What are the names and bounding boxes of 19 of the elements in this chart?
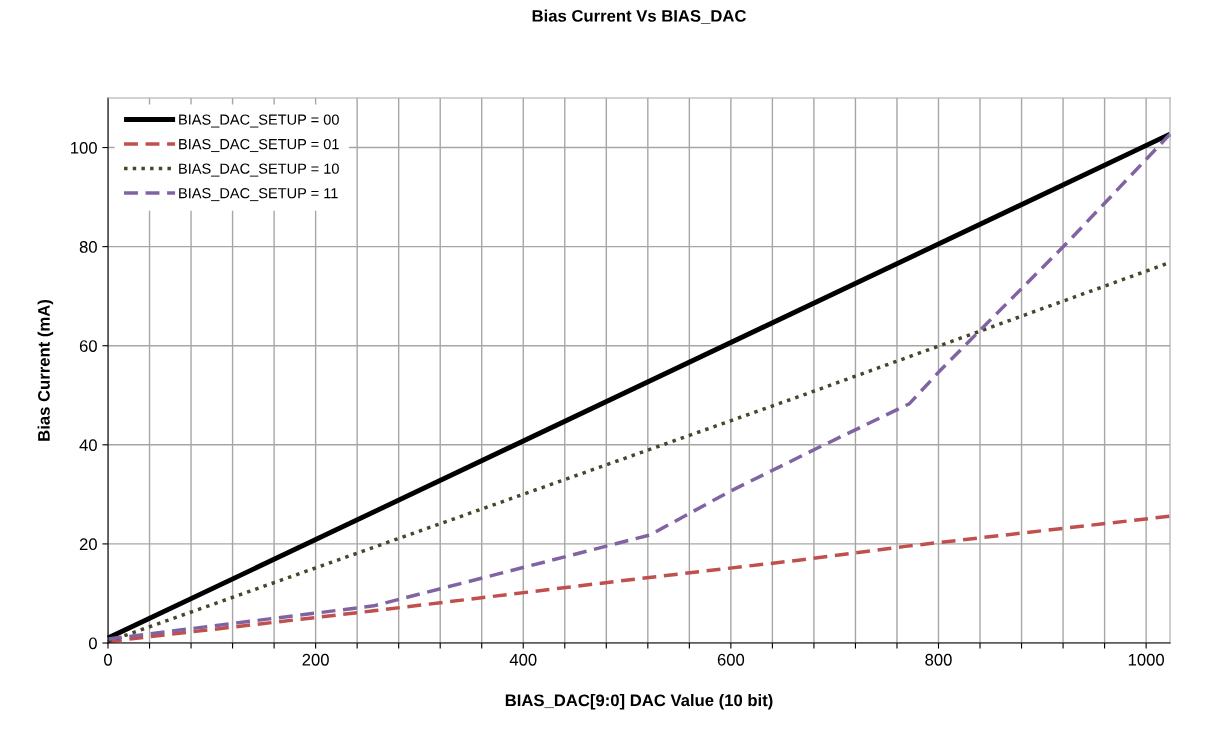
legend-label: BIAS_DAC_SETUP = 10 (179, 163, 339, 177)
legend-label: BIAS_DAC_SETUP = 01 (179, 138, 339, 153)
y-tick-label: 0 (88, 637, 97, 650)
y-tick-label: 40 (79, 439, 97, 452)
legend-label: BIAS_DAC_SETUP = 00 (179, 114, 339, 128)
y-tick-label: 100 (71, 141, 97, 154)
x-tick-label: 600 (717, 653, 745, 666)
legend-label: BIAS_DAC_SETUP = 11 (179, 188, 338, 202)
x-tick-label: 1000 (1128, 653, 1165, 666)
x-axis-title: BIAS_DAC[9:0] DAC Value (10 bit) (505, 693, 773, 710)
y-axis-title: Bias Current (mA) (37, 300, 54, 441)
chart-title: Bias Current Vs BIAS_DAC (532, 9, 746, 24)
y-tick-label: 80 (79, 241, 97, 253)
y-tick-label: 20 (79, 538, 97, 551)
x-tick-label: 800 (925, 653, 952, 666)
x-tick-label: 0 (104, 653, 112, 666)
x-tick-label: 200 (302, 653, 329, 666)
x-tick-label: 400 (509, 653, 537, 666)
y-tick-label: 60 (79, 340, 97, 352)
